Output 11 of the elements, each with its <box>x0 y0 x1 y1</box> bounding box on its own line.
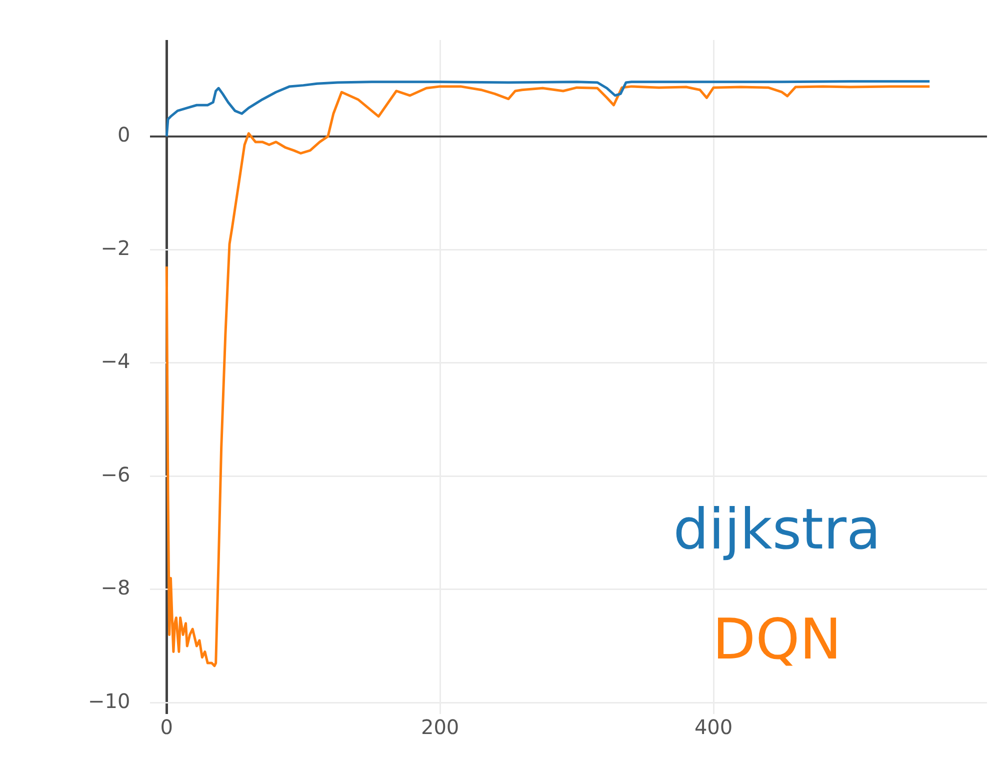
y-tick-label: −8 <box>100 576 130 600</box>
x-tick-label: 200 <box>420 715 460 740</box>
x-tick-label: 400 <box>694 715 733 740</box>
y-tick-label: −6 <box>100 462 130 486</box>
y-tick-label: −2 <box>100 236 130 260</box>
y-tick-label: 0 <box>117 122 130 146</box>
x-tick-label: 0 <box>160 715 173 740</box>
text: DQN <box>712 608 842 673</box>
y-tick-label: −4 <box>100 349 130 374</box>
y-tick-label: −10 <box>88 688 130 713</box>
text: dijkstra <box>673 498 881 563</box>
